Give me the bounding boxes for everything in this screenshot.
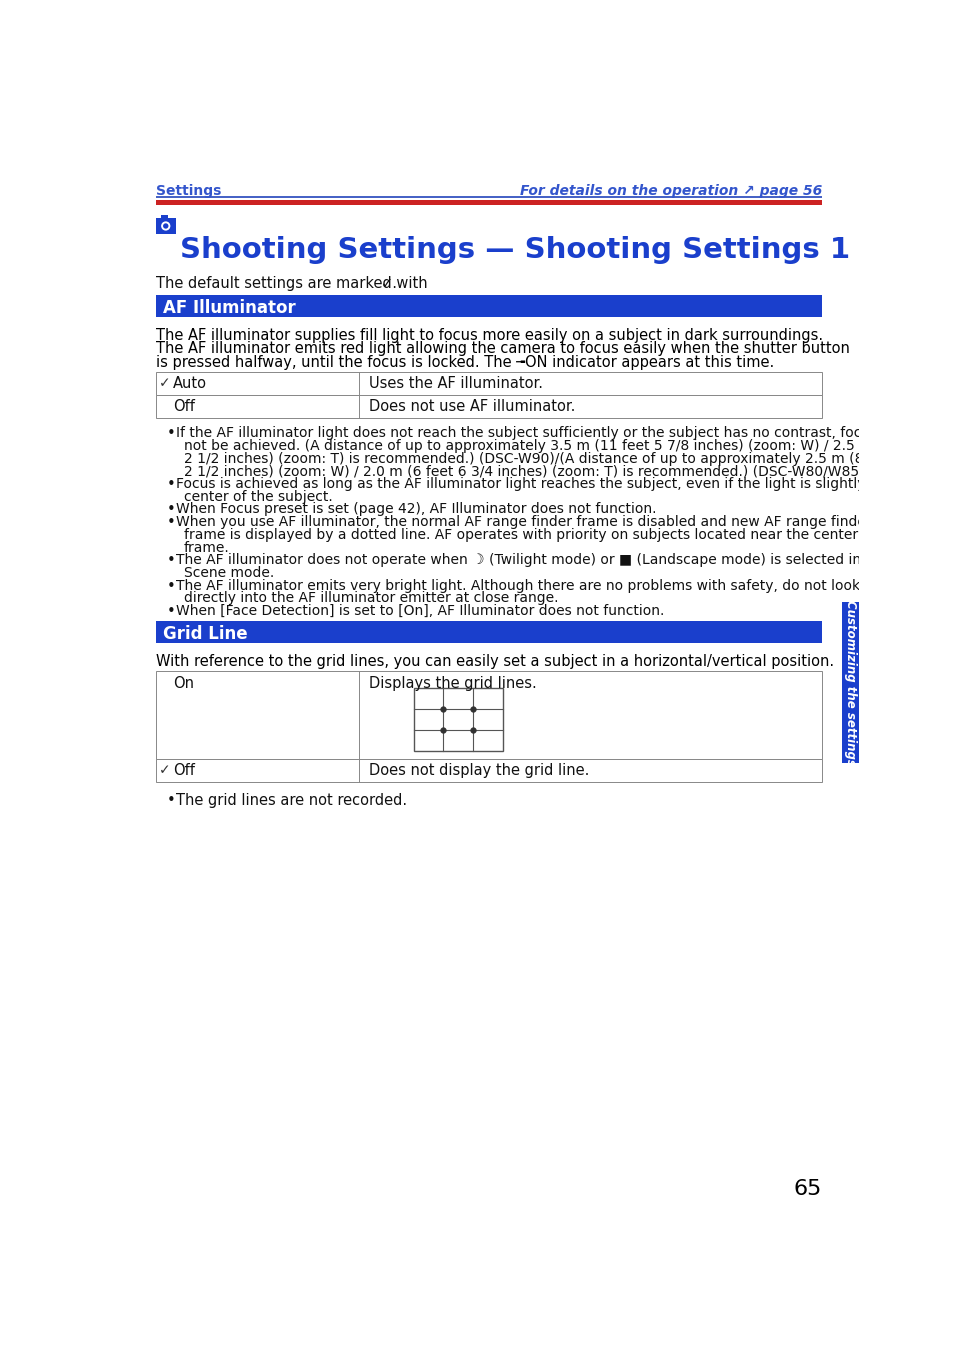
Text: is pressed halfway, until the focus is locked. The ╼ON indicator appears at this: is pressed halfway, until the focus is l…: [155, 356, 773, 370]
Bar: [155, 759, 821, 782]
Bar: [841, 601, 858, 764]
Text: ✓: ✓: [158, 376, 171, 389]
Text: Off: Off: [172, 763, 194, 778]
Text: The AF illuminator does not operate when ☽ (Twilight mode) or ■ (Landscape mode): The AF illuminator does not operate when…: [175, 554, 887, 567]
Bar: [155, 670, 821, 759]
Text: 65: 65: [793, 1179, 821, 1200]
Text: The AF illuminator emits very bright light. Although there are no problems with : The AF illuminator emits very bright lig…: [175, 578, 859, 593]
Bar: [155, 622, 821, 643]
Circle shape: [163, 224, 169, 229]
Text: •: •: [167, 426, 175, 441]
Text: Grid Line: Grid Line: [163, 626, 248, 643]
Bar: [155, 296, 821, 316]
Text: The AF illuminator emits red light allowing the camera to focus easily when the : The AF illuminator emits red light allow…: [155, 342, 849, 357]
Text: ✓.: ✓.: [380, 275, 397, 290]
Text: AF Illuminator: AF Illuminator: [163, 299, 295, 318]
Text: not be achieved. (A distance of up to approximately 3.5 m (11 feet 5 7/8 inches): not be achieved. (A distance of up to ap…: [183, 438, 922, 453]
Text: For details on the operation ↗ page 56: For details on the operation ↗ page 56: [519, 185, 821, 198]
Text: center of the subject.: center of the subject.: [183, 490, 332, 503]
Text: When Focus preset is set (page 42), AF Illuminator does not function.: When Focus preset is set (page 42), AF I…: [175, 502, 656, 517]
Bar: [414, 688, 502, 750]
Text: Displays the grid lines.: Displays the grid lines.: [369, 676, 536, 691]
Text: 2 1/2 inches) (zoom: T) is recommended.) (DSC-W90)/(A distance of up to approxim: 2 1/2 inches) (zoom: T) is recommended.)…: [183, 452, 894, 465]
Text: frame.: frame.: [183, 540, 229, 555]
Bar: [155, 218, 175, 233]
Text: Does not use AF illuminator.: Does not use AF illuminator.: [369, 399, 575, 414]
Bar: [155, 372, 821, 395]
Text: If the AF illuminator light does not reach the subject sufficiently or the subje: If the AF illuminator light does not rea…: [175, 426, 903, 440]
Text: With reference to the grid lines, you can easily set a subject in a horizontal/v: With reference to the grid lines, you ca…: [155, 654, 833, 669]
Text: Focus is achieved as long as the AF illuminator light reaches the subject, even : Focus is achieved as long as the AF illu…: [175, 478, 914, 491]
Text: Shooting Settings — Shooting Settings 1: Shooting Settings — Shooting Settings 1: [180, 236, 850, 265]
Text: Scene mode.: Scene mode.: [183, 566, 274, 579]
Text: Settings: Settings: [155, 185, 221, 198]
Text: frame is displayed by a dotted line. AF operates with priority on subjects locat: frame is displayed by a dotted line. AF …: [183, 528, 902, 541]
Text: •: •: [167, 502, 175, 517]
Text: Auto: Auto: [172, 376, 207, 391]
Text: The AF illuminator supplies fill light to focus more easily on a subject in dark: The AF illuminator supplies fill light t…: [155, 327, 821, 342]
Bar: [155, 199, 821, 205]
Text: Does not display the grid line.: Does not display the grid line.: [369, 763, 589, 778]
Text: When you use AF illuminator, the normal AF range finder frame is disabled and ne: When you use AF illuminator, the normal …: [175, 516, 870, 529]
Text: •: •: [167, 554, 175, 569]
Text: •: •: [167, 578, 175, 593]
Text: Uses the AF illuminator.: Uses the AF illuminator.: [369, 376, 542, 391]
Bar: [155, 395, 821, 418]
Text: •: •: [167, 792, 175, 807]
Text: •: •: [167, 478, 175, 493]
Text: directly into the AF illuminator emitter at close range.: directly into the AF illuminator emitter…: [183, 592, 558, 605]
Text: 2 1/2 inches) (zoom: W) / 2.0 m (6 feet 6 3/4 inches) (zoom: T) is recommended.): 2 1/2 inches) (zoom: W) / 2.0 m (6 feet …: [183, 464, 863, 478]
Text: The grid lines are not recorded.: The grid lines are not recorded.: [175, 792, 407, 807]
Text: •: •: [167, 604, 175, 619]
Text: •: •: [167, 516, 175, 531]
Circle shape: [161, 221, 171, 231]
Text: When [Face Detection] is set to [On], AF Illuminator does not function.: When [Face Detection] is set to [On], AF…: [175, 604, 663, 617]
Text: Off: Off: [172, 399, 194, 414]
Text: The default settings are marked with: The default settings are marked with: [155, 275, 427, 290]
Text: On: On: [172, 676, 193, 691]
Text: ✓: ✓: [158, 763, 171, 778]
Bar: [161, 216, 168, 218]
Text: Customizing the settings: Customizing the settings: [843, 600, 856, 765]
